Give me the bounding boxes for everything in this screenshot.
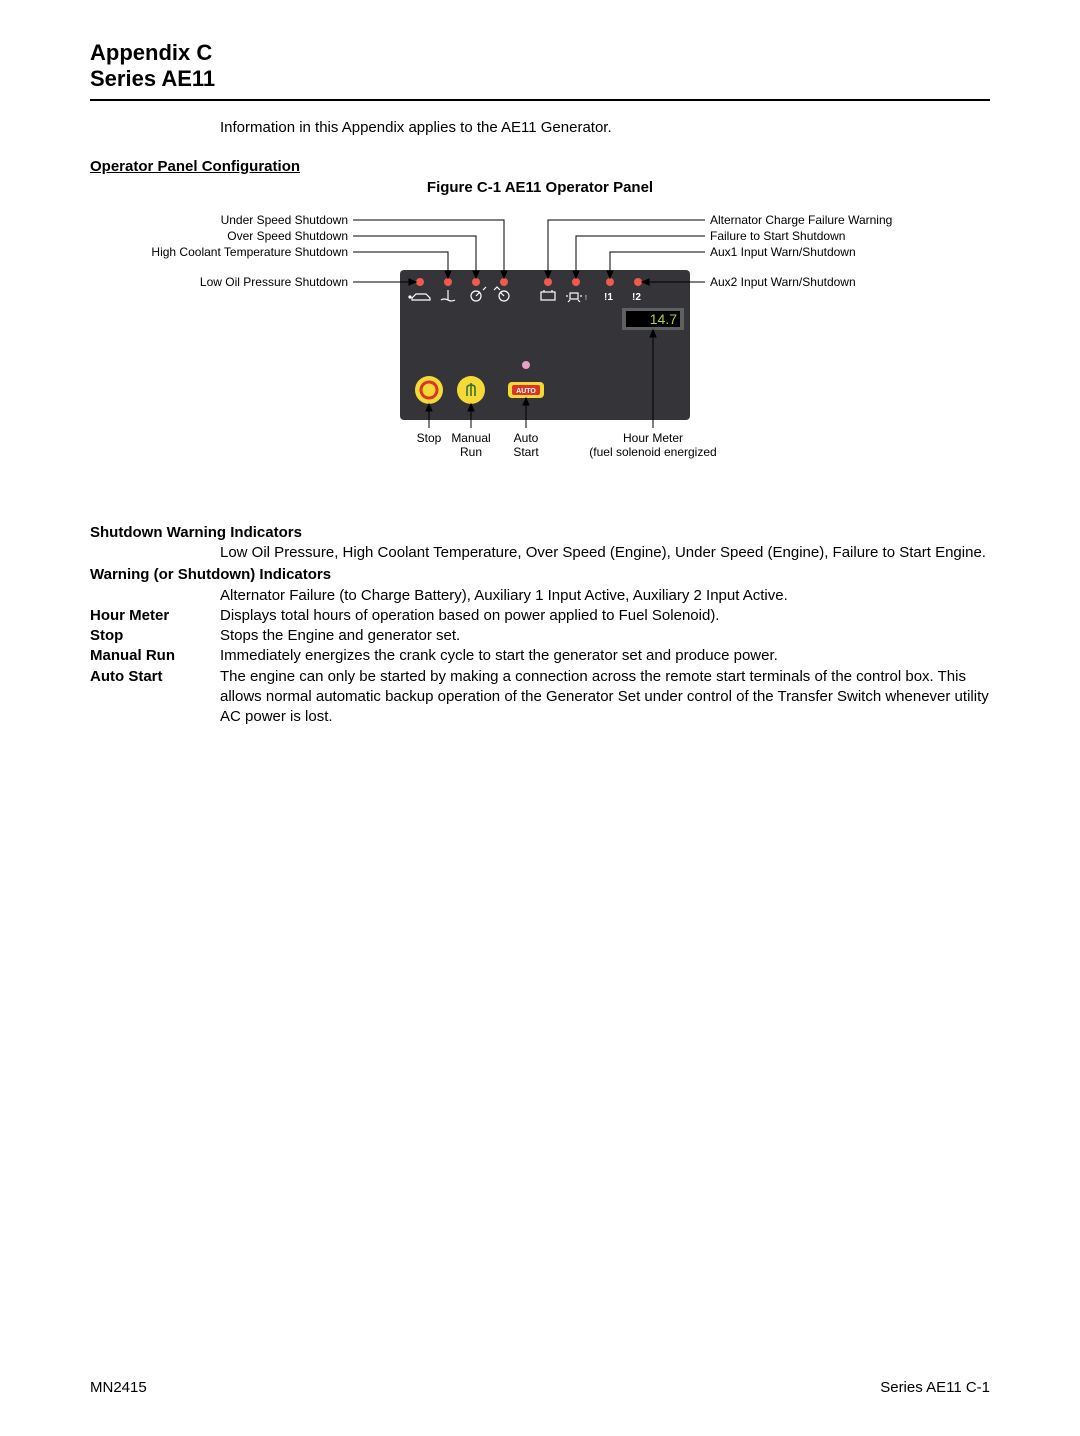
def-text: Stops the Engine and generator set. xyxy=(220,626,990,646)
lbl-fail-start: Failure to Start Shutdown xyxy=(710,229,845,243)
title-line-1: Appendix C xyxy=(90,40,990,66)
bottom-labels: Stop Manual Run Auto Start Hour Meter (f… xyxy=(417,431,717,459)
def-row-auto: Auto Start The engine can only be starte… xyxy=(90,667,990,728)
def-label: Auto Start xyxy=(90,667,220,728)
lbl-aux1: Aux1 Input Warn/Shutdown xyxy=(710,245,856,259)
def-row-manual: Manual Run Immediately energizes the cra… xyxy=(90,646,990,666)
def-label: Hour Meter xyxy=(90,606,220,626)
lbl-alt-charge: Alternator Charge Failure Warning xyxy=(710,213,892,227)
definitions: Shutdown Warning Indicators Low Oil Pres… xyxy=(90,523,990,728)
lbl-hour1: Hour Meter xyxy=(623,431,683,445)
lbl-auto1: Auto xyxy=(514,431,539,445)
lbl-auto2: Start xyxy=(513,445,539,459)
figure-caption: Figure C-1 AE11 Operator Panel xyxy=(90,179,990,196)
left-labels: Under Speed Shutdown Over Speed Shutdown… xyxy=(151,213,348,289)
footer-left: MN2415 xyxy=(90,1379,147,1396)
lbl-under-speed: Under Speed Shutdown xyxy=(221,213,348,227)
lbl-high-coolant: High Coolant Temperature Shutdown xyxy=(151,245,348,259)
lbl-hour2: (fuel solenoid energized xyxy=(589,445,716,459)
lbl-low-oil: Low Oil Pressure Shutdown xyxy=(200,275,348,289)
def-warning-head: Warning (or Shutdown) Indicators xyxy=(90,565,990,585)
aux2-icon: !2 xyxy=(632,292,641,303)
title-rule xyxy=(90,99,990,101)
figure-c1: Figure C-1 AE11 Operator Panel xyxy=(90,179,990,495)
def-shutdown-text: Low Oil Pressure, High Coolant Temperatu… xyxy=(220,543,990,563)
def-row-stop: Stop Stops the Engine and generator set. xyxy=(90,626,990,646)
right-labels: Alternator Charge Failure Warning Failur… xyxy=(710,213,892,289)
def-warning-text: Alternator Failure (to Charge Battery), … xyxy=(220,586,990,606)
def-row-hour: Hour Meter Displays total hours of opera… xyxy=(90,606,990,626)
def-label: Stop xyxy=(90,626,220,646)
lbl-manual1: Manual xyxy=(451,431,490,445)
auto-start-button: AUTO xyxy=(508,382,544,398)
footer-right: Series AE11 C-1 xyxy=(880,1379,990,1396)
title-block: Appendix C Series AE11 xyxy=(90,40,990,93)
manual-run-button xyxy=(457,376,485,404)
operator-panel-diagram: ! !1 !2 14.7 xyxy=(90,200,990,490)
def-label: Manual Run xyxy=(90,646,220,666)
stop-button xyxy=(415,376,443,404)
def-text: Immediately energizes the crank cycle to… xyxy=(220,646,990,666)
def-shutdown-head: Shutdown Warning Indicators xyxy=(90,523,990,543)
aux1-icon: !1 xyxy=(604,292,613,303)
intro-text: Information in this Appendix applies to … xyxy=(220,119,990,136)
hour-meter-value: 14.7 xyxy=(650,311,677,327)
lbl-aux2: Aux2 Input Warn/Shutdown xyxy=(710,275,856,289)
def-text: Displays total hours of operation based … xyxy=(220,606,990,626)
title-line-2: Series AE11 xyxy=(90,66,990,92)
svg-text:!: ! xyxy=(585,295,587,302)
def-text: The engine can only be started by making… xyxy=(220,667,990,728)
hour-meter-display: 14.7 xyxy=(622,308,684,330)
auto-button-text: AUTO xyxy=(516,388,536,395)
page-footer: MN2415 Series AE11 C-1 xyxy=(90,1379,990,1396)
section-heading: Operator Panel Configuration xyxy=(90,158,990,175)
lbl-over-speed: Over Speed Shutdown xyxy=(227,229,348,243)
lbl-manual2: Run xyxy=(460,445,482,459)
lbl-stop: Stop xyxy=(417,431,442,445)
status-led xyxy=(522,361,530,369)
